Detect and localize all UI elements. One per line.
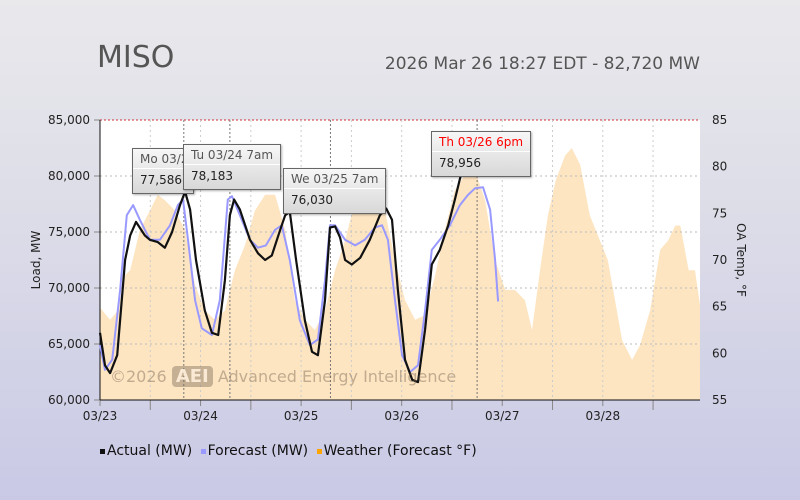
chart-subtitle: 2026 Mar 26 18:27 EDT - 82,720 MW [384, 54, 700, 74]
x-tick-label: 03/28 [586, 409, 621, 423]
actual-line [98, 139, 479, 384]
y2-tick-label: 75 [712, 206, 727, 220]
y2-tick-label: 55 [712, 393, 727, 407]
tooltip: Tu 03/24 7am 78,183 [183, 144, 282, 190]
tooltip-title: Th 03/26 6pm [432, 132, 531, 152]
legend-swatch-actual [100, 448, 105, 454]
y-tick-label: 80,000 [48, 169, 90, 183]
y-tick-label: 75,000 [48, 225, 90, 239]
tooltip-title: We 03/25 7am [284, 169, 386, 189]
tooltip-value: 78,956 [439, 156, 481, 170]
tooltip: We 03/25 7am 76,030 [283, 168, 387, 214]
watermark-year: ©2026 [110, 367, 167, 386]
x-tick-label: 03/27 [485, 409, 520, 423]
tooltip-title: Mo 03/23 8pm [133, 149, 193, 169]
y2-tick-label: 65 [712, 300, 727, 314]
legend-swatch-forecast [200, 448, 206, 454]
watermark-name: Advanced Energy Intelligence [217, 367, 457, 386]
y2-tick-label: 70 [712, 253, 727, 267]
y2-axis-label: OA Temp, °F [734, 223, 748, 297]
y2-tick-label: 60 [712, 346, 727, 360]
y-tick-label: 60,000 [48, 393, 90, 407]
legend-item-forecast[interactable]: Forecast (MW) [200, 443, 308, 459]
legend: Actual (MW) Forecast (MW) Weather (Forec… [100, 443, 481, 459]
tooltip-value: 76,030 [291, 193, 333, 207]
x-tick-label: 03/26 [384, 409, 419, 423]
legend-item-actual[interactable]: Actual (MW) [100, 443, 192, 459]
watermark-logo: AEI [171, 366, 213, 387]
y-tick-label: 70,000 [48, 281, 90, 295]
x-tick-label: 03/23 [83, 409, 118, 423]
y2-tick-label: 80 [712, 160, 727, 174]
y-tick-label: 65,000 [48, 337, 90, 351]
y2-tick-label: 85 [712, 113, 727, 127]
weather-area [100, 148, 701, 400]
tooltip-title: Tu 03/24 7am [184, 145, 281, 165]
tooltip: Th 03/26 6pm 78,956 [431, 131, 532, 177]
y-tick-label: 85,000 [48, 113, 90, 127]
y-axis-label: Load, MW [29, 231, 43, 290]
forecast-line [99, 186, 500, 373]
chart-title: MISO [97, 40, 175, 75]
tooltip-value: 78,183 [191, 169, 233, 183]
tooltip-value: 77,586 [140, 173, 182, 187]
x-tick-label: 03/25 [284, 409, 319, 423]
x-tick-label: 03/24 [183, 409, 218, 423]
legend-item-weather[interactable]: Weather (Forecast °F) [316, 443, 477, 459]
legend-swatch-weather [316, 448, 322, 454]
watermark: ©2026 AEI Advanced Energy Intelligence [110, 366, 456, 387]
